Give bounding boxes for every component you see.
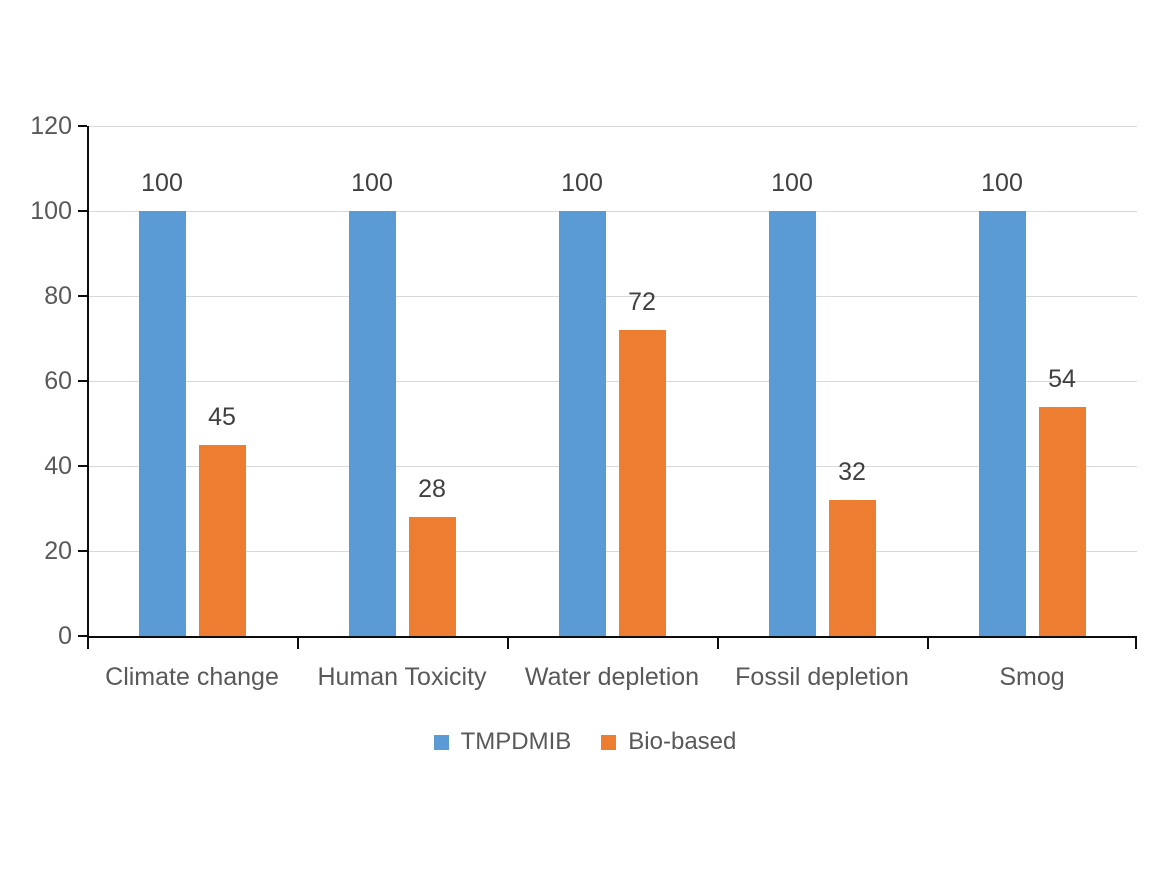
bar-tmpdmib-climate-change — [138, 211, 186, 636]
y-tick-20 — [78, 550, 87, 552]
legend: TMPDMIB Bio-based — [0, 726, 1170, 758]
x-axis-line — [87, 635, 1137, 638]
bar-group-fossil-depletion: 100 32 — [717, 126, 927, 636]
gridline-60 — [87, 380, 1137, 382]
category-label-water-depletion: Water depletion — [524, 663, 700, 691]
gridline-100 — [87, 210, 1137, 212]
legend-label-tmpdmib: TMPDMIB — [460, 728, 572, 755]
legend-swatch-tmpdmib — [433, 734, 449, 750]
y-tick-label-40: 40 — [44, 452, 72, 480]
plot-area: 100 45 100 28 100 72 100 32 100 54 0 20 40 60 80 100 12… — [30, 112, 1137, 650]
y-tick-40 — [78, 465, 87, 467]
bar-bio-based-fossil-depletion — [828, 500, 876, 636]
y-tick-100 — [78, 210, 87, 212]
x-tick-1 — [297, 638, 299, 649]
y-tick-80 — [78, 295, 87, 297]
x-axis-labels: Climate change Human Toxicity Water deplet… — [0, 660, 1170, 694]
category-label-climate-change: Climate change — [105, 663, 279, 691]
gridline-120 — [87, 125, 1137, 127]
bar-group-human-toxicity: 100 28 — [297, 126, 507, 636]
y-tick-label-120: 120 — [30, 112, 72, 140]
y-tick-label-80: 80 — [44, 282, 72, 310]
bar-bio-based-water-depletion — [618, 330, 666, 636]
x-tick-2 — [507, 638, 509, 649]
bar-tmpdmib-smog — [978, 211, 1026, 636]
x-tick-4 — [927, 638, 929, 649]
category-label-fossil-depletion: Fossil depletion — [735, 663, 909, 691]
y-tick-120 — [78, 125, 87, 127]
data-label-bio-based-human-toxicity: 28 — [418, 475, 446, 503]
legend-item-tmpdmib: TMPDMIB — [433, 727, 572, 757]
gridline-20 — [87, 550, 1137, 552]
bar-tmpdmib-water-depletion — [558, 211, 606, 636]
data-label-bio-based-climate-change: 45 — [208, 402, 236, 431]
gridline-80 — [87, 295, 1137, 297]
data-label-tmpdmib-human-toxicity: 100 — [351, 169, 393, 197]
bar-group-water-depletion: 100 72 — [507, 126, 717, 636]
data-label-tmpdmib-water-depletion: 100 — [561, 169, 603, 197]
bar-tmpdmib-human-toxicity — [348, 211, 396, 636]
bar-bio-based-smog — [1038, 406, 1086, 636]
data-label-tmpdmib-climate-change: 100 — [141, 169, 183, 197]
y-tick-0 — [78, 635, 87, 637]
y-tick-label-60: 60 — [44, 367, 72, 395]
y-tick-60 — [78, 380, 87, 382]
category-label-human-toxicity: Human Toxicity — [317, 663, 487, 691]
y-tick-label-100: 100 — [30, 197, 72, 225]
y-axis-line — [87, 126, 89, 636]
y-tick-label-20: 20 — [44, 537, 72, 565]
data-label-tmpdmib-fossil-depletion: 100 — [771, 169, 813, 197]
y-tick-label-0: 0 — [58, 622, 72, 650]
legend-label-bio-based: Bio-based — [628, 728, 737, 755]
x-tick-0 — [87, 638, 89, 649]
bar-group-smog: 100 54 — [927, 126, 1137, 636]
data-label-bio-based-smog: 54 — [1048, 364, 1076, 393]
x-tick-5 — [1135, 638, 1137, 649]
category-label-smog: Smog — [999, 663, 1065, 691]
data-label-bio-based-water-depletion: 72 — [628, 288, 656, 316]
legend-swatch-bio-based — [601, 734, 617, 750]
x-tick-3 — [717, 638, 719, 649]
bar-bio-based-human-toxicity — [408, 517, 456, 636]
data-label-bio-based-fossil-depletion: 32 — [838, 458, 866, 486]
bar-bio-based-climate-change — [198, 444, 246, 636]
bar-group-climate-change: 100 45 — [87, 126, 297, 636]
gridline-40 — [87, 465, 1137, 467]
bar-tmpdmib-fossil-depletion — [768, 211, 816, 636]
legend-item-bio-based: Bio-based — [601, 727, 736, 757]
data-label-tmpdmib-smog: 100 — [981, 169, 1023, 197]
